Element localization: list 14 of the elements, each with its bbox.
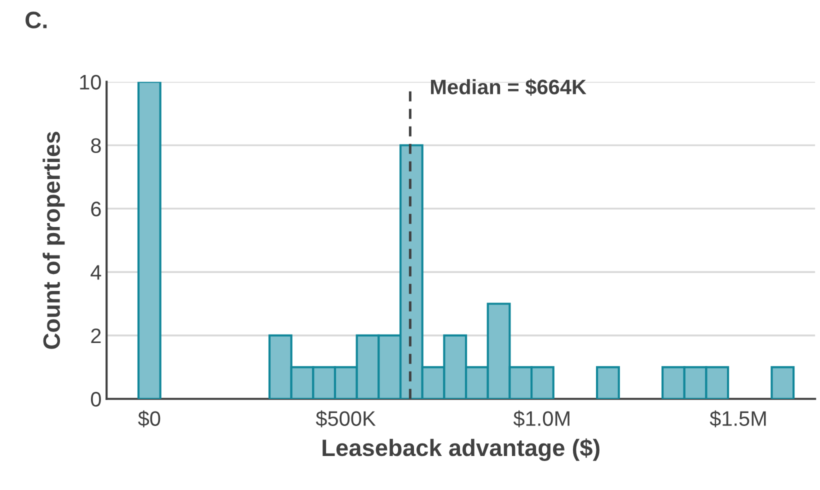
y-axis-title: Count of properties <box>42 132 65 349</box>
chart-title: C. <box>26 12 47 28</box>
x-tick-label: $1.5M <box>710 410 766 428</box>
x-tick-label: $1.0M <box>513 410 570 428</box>
x-tick-label: $500K <box>316 410 376 428</box>
y-tick-label: 6 <box>91 202 101 216</box>
y-tick-label: 0 <box>90 392 101 407</box>
y-tick-label: 2 <box>91 328 101 344</box>
y-tick-label: 4 <box>90 265 102 280</box>
ref-line-label: Median = $664K <box>431 78 586 96</box>
x-tick-label: $0 <box>138 410 160 428</box>
x-axis-title: Leaseback advantage ($) <box>322 438 600 461</box>
y-tick-label: 8 <box>91 138 101 153</box>
y-tick-label: 10 <box>80 74 101 90</box>
